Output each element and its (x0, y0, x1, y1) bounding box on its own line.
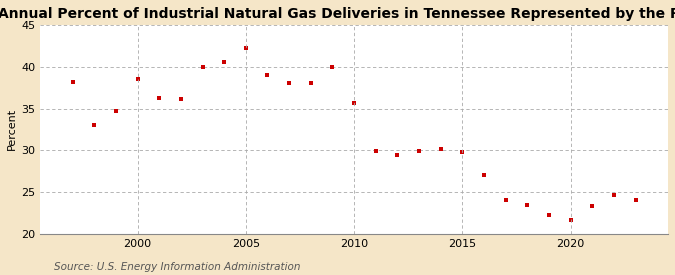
Y-axis label: Percent: Percent (7, 108, 17, 150)
Title: Annual Percent of Industrial Natural Gas Deliveries in Tennessee Represented by : Annual Percent of Industrial Natural Gas… (0, 7, 675, 21)
Text: Source: U.S. Energy Information Administration: Source: U.S. Energy Information Administ… (54, 262, 300, 272)
